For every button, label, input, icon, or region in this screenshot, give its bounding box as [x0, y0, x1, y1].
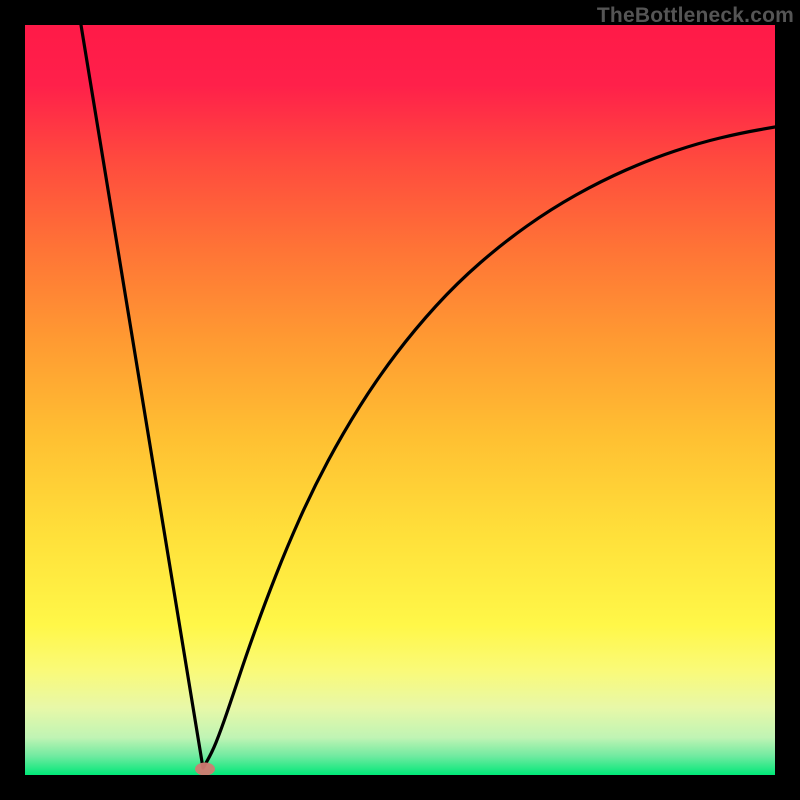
gradient-background [25, 25, 775, 775]
chart-svg [25, 25, 775, 775]
chart-frame: TheBottleneck.com [0, 0, 800, 800]
minimum-marker [195, 763, 215, 776]
plot-area [25, 25, 775, 775]
watermark-text: TheBottleneck.com [597, 4, 794, 28]
